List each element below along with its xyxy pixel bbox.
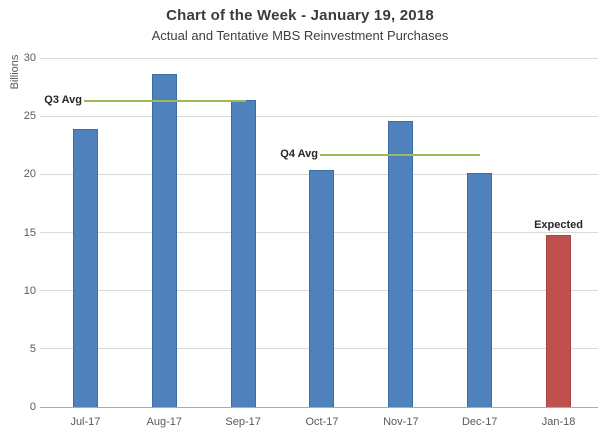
bar-nov-17: [388, 120, 414, 407]
bar-annotation-expected: Expected: [534, 218, 584, 231]
y-tick-label: 30: [23, 52, 36, 64]
avg-line-q3-avg: [84, 100, 246, 103]
y-tick-label: 10: [23, 284, 36, 297]
bar-dec-17: [467, 173, 493, 407]
bar-aug-17: [151, 74, 177, 407]
x-tick-label-aug-17: Aug-17: [146, 416, 183, 428]
y-tick-label: 20: [23, 168, 36, 181]
y-tick-label: 0: [29, 401, 36, 413]
bar-jul-17: [72, 128, 98, 407]
bar-jan-18: [546, 234, 572, 407]
x-tick-label-nov-17: Nov-17: [383, 416, 419, 428]
x-tick-label-jul-17: Jul-17: [70, 416, 101, 428]
x-tick-label-jan-18: Jan-18: [541, 416, 576, 428]
avg-line-label-q4-avg: Q4 Avg: [280, 147, 318, 160]
chart-subtitle: Actual and Tentative MBS Reinvestment Pu…: [151, 28, 449, 43]
chart-title: Chart of the Week - January 19, 2018: [166, 7, 434, 24]
y-tick-label: 15: [23, 226, 36, 239]
avg-line-q4-avg: [320, 153, 480, 156]
x-axis-line: [40, 406, 598, 408]
x-tick-label-sep-17: Sep-17: [225, 416, 261, 428]
x-tick-label-oct-17: Oct-17: [305, 416, 339, 428]
bar-sep-17: [230, 99, 256, 407]
x-tick-label-dec-17: Dec-17: [461, 416, 498, 428]
gridline: [40, 57, 598, 59]
y-tick-label: 25: [23, 110, 36, 123]
avg-line-label-q3-avg: Q3 Avg: [44, 94, 82, 107]
y-tick-label: 5: [29, 342, 36, 355]
gridline: [40, 115, 598, 117]
bar-oct-17: [309, 169, 335, 407]
